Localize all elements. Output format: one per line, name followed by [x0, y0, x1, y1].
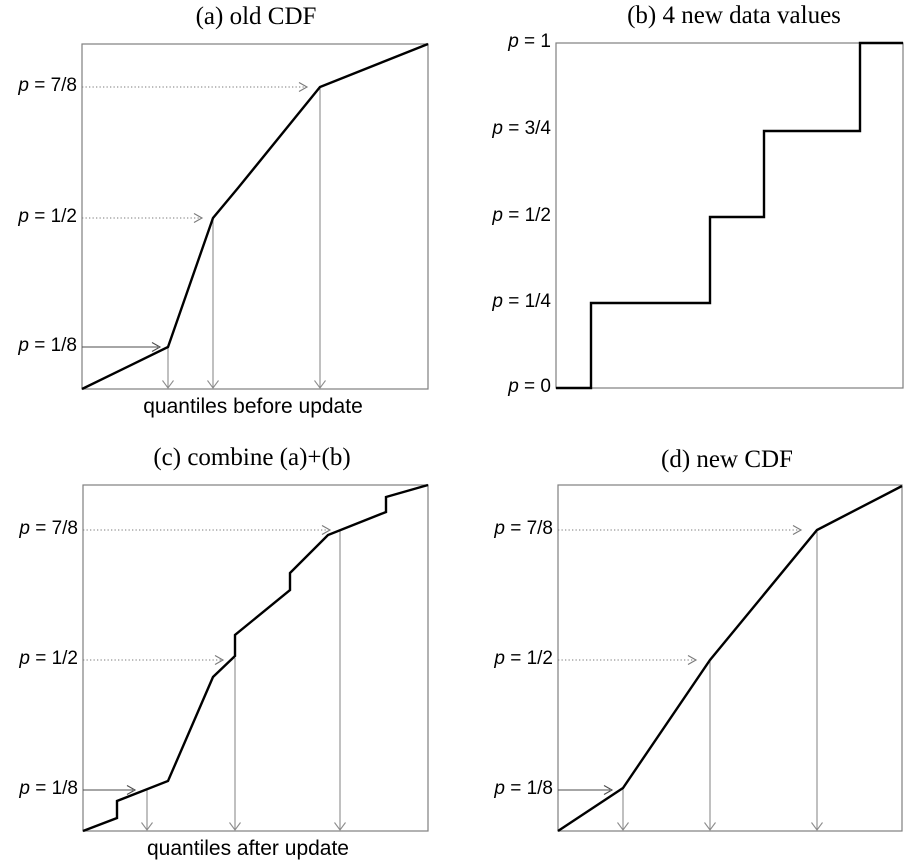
p-value: = 7/8 [29, 518, 78, 540]
quantile-guide-arrowhead [229, 822, 241, 831]
p-arrow-head [193, 213, 204, 223]
p-variable: p [494, 778, 505, 800]
panel-d-title: (d) new CDF [661, 446, 793, 473]
p-value: = 1/8 [29, 778, 78, 800]
p-arrow-head [298, 82, 309, 92]
quantile-guide-arrowhead [162, 380, 174, 389]
p-value: = 1/2 [29, 648, 78, 670]
panel-a-caption: quantiles before update [143, 395, 363, 418]
p-variable: p [18, 75, 29, 97]
panel-b-box [555, 42, 904, 389]
panel-d-box [557, 484, 903, 832]
cdf-curve-a [81, 42, 429, 391]
cdf-curve-b [556, 41, 903, 390]
p-arrow-head [792, 525, 803, 535]
quantile-guide-arrowhead [334, 822, 346, 831]
p-label: p = 7/8 [494, 518, 553, 540]
p-arrow-head [687, 655, 698, 665]
p-value: = 1/2 [28, 206, 77, 228]
quantile-guide-arrowhead [141, 822, 153, 831]
p-variable: p [494, 518, 505, 540]
p-value: = 1/2 [502, 205, 551, 227]
p-value: = 0 [518, 376, 551, 398]
p-label: p = 1/2 [494, 648, 553, 670]
panel-a-box [81, 43, 429, 390]
quantile-guide-arrowhead [207, 380, 219, 389]
p-variable: p [492, 291, 503, 313]
cdf-curve-c [82, 483, 429, 833]
p-value: = 1/2 [504, 648, 553, 670]
panel-c-title: (c) combine (a)+(b) [153, 444, 351, 471]
p-variable: p [508, 376, 519, 398]
p-variable: p [508, 31, 519, 53]
p-variable: p [18, 206, 29, 228]
p-arrow-head [603, 785, 614, 795]
p-arrow-head [126, 785, 137, 795]
p-arrow-head [151, 342, 162, 352]
p-value: = 1/4 [502, 291, 551, 313]
p-value: = 3/4 [502, 118, 551, 140]
p-label: p = 1/8 [494, 778, 553, 800]
panel-a-title: (a) old CDF [195, 3, 317, 30]
p-variable: p [19, 648, 30, 670]
quantile-guide-arrowhead [811, 822, 823, 831]
p-variable: p [492, 118, 503, 140]
p-label: p = 1/2 [19, 648, 78, 670]
quantile-guide-arrowhead [617, 822, 629, 831]
p-label: p = 1/4 [492, 291, 551, 313]
panel-c-box [82, 484, 429, 832]
p-value: = 1/8 [28, 335, 77, 357]
p-variable: p [18, 335, 29, 357]
p-variable: p [19, 518, 30, 540]
p-label: p = 1 [508, 31, 551, 53]
p-label: p = 3/4 [492, 118, 551, 140]
p-variable: p [494, 648, 505, 670]
p-variable: p [19, 778, 30, 800]
p-variable: p [492, 205, 503, 227]
p-value: = 7/8 [28, 75, 77, 97]
panel-b-title: (b) 4 new data values [627, 2, 841, 29]
p-arrow-head [214, 655, 225, 665]
p-label: p = 7/8 [19, 518, 78, 540]
quantile-guide-arrowhead [704, 822, 716, 831]
p-label: p = 1/8 [19, 778, 78, 800]
p-label: p = 7/8 [18, 75, 77, 97]
p-label: p = 1/8 [18, 335, 77, 357]
p-label: p = 1/2 [18, 206, 77, 228]
cdf-curve-d [557, 484, 903, 833]
p-arrow-head [321, 525, 332, 535]
quantile-guide-arrowhead [314, 380, 326, 389]
p-label: p = 1/2 [492, 205, 551, 227]
p-value: = 1 [518, 31, 551, 53]
p-label: p = 0 [508, 376, 551, 398]
p-value: = 7/8 [504, 518, 553, 540]
panel-c-caption: quantiles after update [147, 837, 349, 860]
p-value: = 1/8 [504, 778, 553, 800]
